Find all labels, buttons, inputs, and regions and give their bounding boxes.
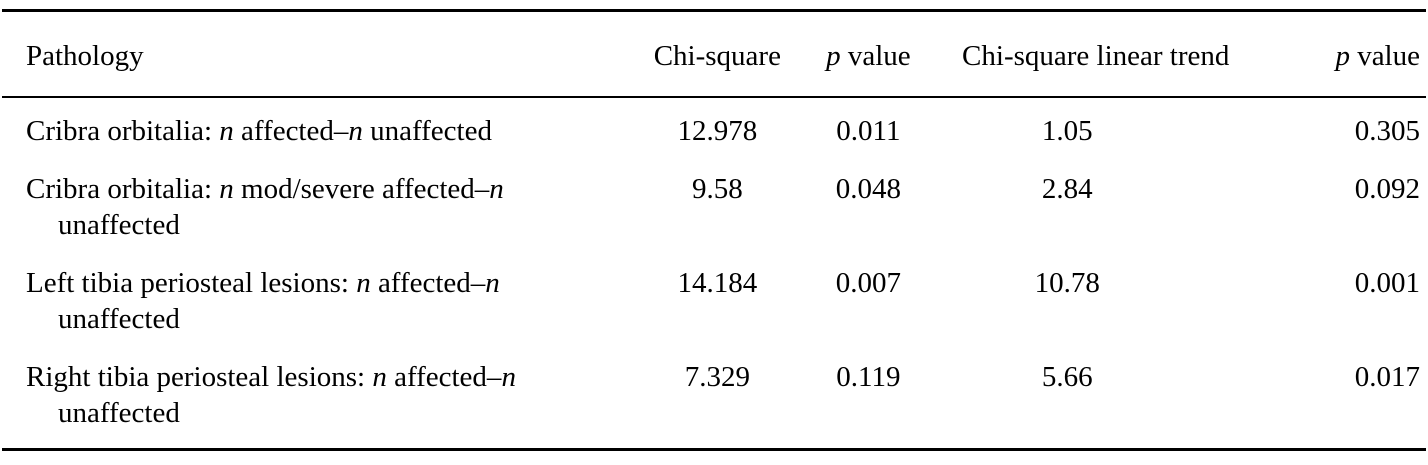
italic-text: n [219,172,234,205]
cell-pathology: Right tibia periosteal lesions: n affect… [2,349,638,449]
text: Chi-square [653,40,781,72]
statistics-table: Pathology Chi-square p value Chi-square lin… [2,9,1426,451]
table-row: Right tibia periosteal lesions: n affect… [2,349,1426,449]
column-header-p_value_1: p value [796,10,941,98]
text: affected– [386,360,502,393]
text: Pathology [26,40,144,72]
text: Right tibia periosteal lesions: [26,360,373,393]
cell-chi_square_linear_trend: 10.78 [1034,266,1100,299]
text: unaffected [362,114,492,147]
text: value [840,40,911,72]
cell-chi_square: 7.329 [684,360,750,393]
cell-p_value_2: 0.001 [1354,266,1420,299]
italic-text: n [489,172,504,205]
header-row: Pathology Chi-square p value Chi-square lin… [2,10,1426,98]
column-header-p_value_2: p value [1251,10,1426,98]
paper-table-region: Pathology Chi-square p value Chi-square lin… [2,9,1426,451]
text: unaffected [58,302,180,335]
cell-chi_square_linear_trend: 5.66 [1041,360,1093,393]
cell-chi_square_linear_trend: 1.05 [1041,114,1093,147]
table-body: Cribra orbitalia: n affected–n unaffecte… [2,97,1426,449]
cell-pathology: Left tibia periosteal lesions: n affecte… [2,255,638,349]
italic-text: n [485,266,500,299]
cell-p_value_1: 0.007 [835,266,902,299]
column-header-chi_square: Chi-square [638,10,797,98]
text: affected– [370,266,486,299]
italic-text: p [1335,40,1350,72]
cell-chi_square_linear_trend: 2.84 [1041,172,1093,205]
text: unaffected [58,208,180,241]
text: Cribra orbitalia: [26,172,220,205]
cell-chi_square: 14.184 [677,266,758,299]
text: Left tibia periosteal lesions: [26,266,357,299]
text: mod/severe affected– [233,172,490,205]
table-row: Cribra orbitalia: n affected–n unaffecte… [2,97,1426,161]
cell-p_value_2: 0.017 [1354,360,1420,393]
italic-text: n [348,114,363,147]
cell-p_value_2: 0.305 [1354,114,1420,147]
italic-text: p [826,40,841,72]
column-header-chi_square_linear_trend: Chi-square linear trend [940,10,1252,98]
italic-text: n [372,360,387,393]
cell-pathology: Cribra orbitalia: n mod/severe affected–… [2,161,638,255]
text: value [1349,40,1420,72]
cell-p_value_2: 0.092 [1354,172,1420,205]
text: affected– [233,114,349,147]
cell-chi_square: 12.978 [677,114,758,147]
italic-text: n [219,114,234,147]
text: Chi-square linear trend [962,40,1230,72]
text: Cribra orbitalia: [26,114,220,147]
cell-p_value_1: 0.011 [836,114,901,147]
cell-chi_square: 9.58 [691,172,743,205]
cell-p_value_1: 0.048 [835,172,902,205]
column-header-pathology: Pathology [2,10,639,98]
italic-text: n [501,360,516,393]
text: unaffected [58,396,180,429]
cell-p_value_1: 0.119 [836,360,901,393]
cell-pathology: Cribra orbitalia: n affected–n unaffecte… [2,97,638,161]
italic-text: n [356,266,371,299]
table-row: Left tibia periosteal lesions: n affecte… [2,255,1426,349]
table-head: Pathology Chi-square p value Chi-square lin… [2,10,1426,98]
table-row: Cribra orbitalia: n mod/severe affected–… [2,161,1426,255]
